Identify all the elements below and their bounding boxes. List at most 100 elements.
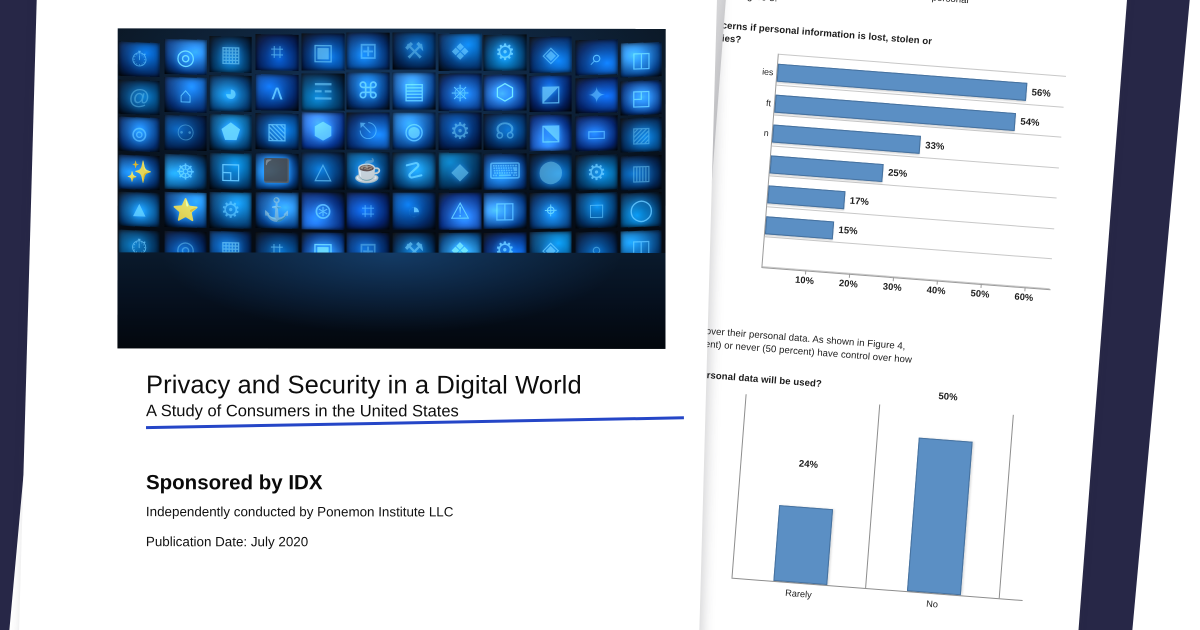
bar-value-label: 50% xyxy=(938,391,958,403)
video-wall-screen: ⚙ xyxy=(210,192,252,229)
video-wall-screen: ☡ xyxy=(393,153,436,190)
screen-glyph-icon: ⎋ xyxy=(347,113,390,150)
screen-glyph-icon: □ xyxy=(575,193,617,229)
video-wall-screen: ▤ xyxy=(393,73,436,110)
video-wall-screen: @ xyxy=(119,79,160,115)
x-tick-label: 30% xyxy=(883,280,903,292)
video-wall-screen: ☊ xyxy=(484,113,527,150)
video-wall-screen: ◆ xyxy=(438,153,481,190)
screen-glyph-icon: ⬟ xyxy=(210,114,252,151)
video-wall-screen: ⚙ xyxy=(484,34,527,71)
video-wall-screen: ⊚ xyxy=(119,117,160,153)
video-wall-screen: ⭐ xyxy=(164,192,206,228)
screen-glyph-icon: ⬡ xyxy=(484,74,527,111)
screen-glyph-icon: ⌕ xyxy=(575,39,617,75)
screen-glyph-icon: ᴧ xyxy=(256,74,299,111)
bar xyxy=(770,155,884,182)
page2-paragraph-2: rol over their personal data. As shown i… xyxy=(691,324,914,368)
screen-glyph-icon: @ xyxy=(119,79,160,115)
chart2-plot-area: 24% 50% xyxy=(732,394,1035,600)
screen-glyph-icon: ⊚ xyxy=(119,117,160,153)
bar xyxy=(765,216,834,239)
video-wall-screen: ⚓ xyxy=(256,192,299,229)
axis-line xyxy=(732,394,747,578)
video-wall-screen: ▥ xyxy=(621,155,662,191)
screen-glyph-icon: ◎ xyxy=(164,39,206,75)
screen-glyph-icon: ◩ xyxy=(530,75,572,112)
screen-glyph-icon: ☲ xyxy=(301,73,344,110)
screen-glyph-icon: ⌗ xyxy=(256,34,299,71)
video-wall-screen: ⬛ xyxy=(256,153,299,190)
screen-glyph-icon: ⚓ xyxy=(256,192,299,229)
sponsor-line: Sponsored by IDX xyxy=(146,472,686,496)
video-wall-screen: ⌕ xyxy=(575,39,617,75)
video-wall-screen: ◫ xyxy=(484,192,527,229)
screen-glyph-icon: ◯ xyxy=(621,193,662,229)
video-wall-screen: ⌗ xyxy=(347,193,390,230)
screen-glyph-icon: ◆ xyxy=(438,153,481,190)
screen-glyph-icon: ▣ xyxy=(301,33,344,70)
screen-glyph-icon: ⌘ xyxy=(347,73,390,110)
screen-glyph-icon: ⊛ xyxy=(301,192,344,229)
video-wall-screen: ⚙ xyxy=(575,154,617,190)
horizontal-bar-chart: ies 56% ft 54% n 33% xyxy=(711,46,1079,324)
bar xyxy=(767,186,845,210)
floor-reflection xyxy=(117,252,665,348)
screen-glyph-icon: ⚠ xyxy=(438,193,481,230)
screen-glyph-icon: ◫ xyxy=(621,42,662,78)
video-wall-screen: ❖ xyxy=(438,33,481,70)
video-wall-screen: ◰ xyxy=(621,80,662,116)
video-wall-screen: ◈ xyxy=(530,36,572,73)
video-wall-screen: ✦ xyxy=(575,77,617,113)
video-wall-screen: ◱ xyxy=(210,153,252,190)
vertical-bar-chart: 24% 50% Rarely No xyxy=(709,393,1055,630)
video-wall-screen: ◯ xyxy=(621,193,662,229)
screen-glyph-icon: ◕ xyxy=(210,75,252,112)
screen-glyph-icon: ⬢ xyxy=(301,113,344,150)
x-tick-label: 40% xyxy=(926,284,946,296)
document-page-1-cover: ⏱ ◎ ▦ ⌗ ▣ ⊞ ⚒ ❖ ⚙ ◈ ⌕ ◫ @ ⌂ ◕ ᴧ ☲ ⌘ ▤ ⎈ ⬡ ◩ ✦ ◰ ⊚ ⚇ ⬟ ▧ ⬢ ⎋ ◉ ⚙ ☊ ⬔ ▭ ▨ ✨ ☸ ◱ ⬛… xyxy=(18,0,717,630)
screen-glyph-icon: ⬛ xyxy=(256,153,299,190)
x-tick-label: 50% xyxy=(970,287,990,299)
screen-glyph-icon: ☕ xyxy=(347,153,390,190)
video-wall-screen: ⚇ xyxy=(164,115,206,151)
video-wall-screen: ⌖ xyxy=(530,192,572,229)
video-wall-screen: □ xyxy=(575,193,617,229)
bar-value-label: 24% xyxy=(798,458,818,470)
screen-glyph-icon: ⌂ xyxy=(164,77,206,113)
bar xyxy=(907,438,973,596)
screen-glyph-icon: ▨ xyxy=(621,117,662,153)
screen-glyph-icon: ◫ xyxy=(484,192,527,229)
screen-glyph-icon: ▧ xyxy=(256,113,299,150)
video-wall-screen: ☸ xyxy=(164,154,206,190)
video-wall-screen: ◉ xyxy=(393,113,436,150)
video-wall-screen: ⌘ xyxy=(347,73,390,110)
screen-glyph-icon: ⬔ xyxy=(530,114,572,151)
video-wall-screen: ⚒ xyxy=(393,33,436,70)
video-wall-screen: ᴧ xyxy=(256,74,299,111)
video-wall-screen: ◎ xyxy=(164,39,206,75)
bar-category-label: Rarely xyxy=(785,588,812,600)
video-wall-screen: ▦ xyxy=(210,36,252,73)
screenshot-canvas: ey are concerned about marketing abuses … xyxy=(0,0,1200,630)
video-wall-screen: ☕ xyxy=(347,153,390,190)
screen-glyph-icon: ◱ xyxy=(210,153,252,190)
bar-category-label: No xyxy=(926,599,938,610)
screen-glyph-icon: ⊞ xyxy=(347,33,390,70)
x-tick-label: 10% xyxy=(795,274,815,286)
screen-glyph-icon: △ xyxy=(301,153,344,190)
screen-glyph-icon: ⬤ xyxy=(530,153,572,190)
screen-glyph-icon: ⚙ xyxy=(575,154,617,190)
screen-glyph-icon: ▥ xyxy=(621,155,662,191)
video-wall-screen: ⬟ xyxy=(210,114,252,151)
video-wall-screen: ⎈ xyxy=(438,73,481,110)
video-wall-screen: △ xyxy=(301,153,344,190)
screen-glyph-icon: ❖ xyxy=(438,33,481,70)
bar-value-label: 56% xyxy=(1031,87,1051,99)
video-wall-screen: ▧ xyxy=(256,113,299,150)
screen-glyph-icon: ⭐ xyxy=(164,192,206,228)
page-title: Privacy and Security in a Digital World xyxy=(146,371,686,400)
screen-glyph-icon: ⚒ xyxy=(393,33,436,70)
video-wall-screen: ⊞ xyxy=(347,33,390,70)
document-page-2: ey are concerned about marketing abuses … xyxy=(677,0,1130,630)
